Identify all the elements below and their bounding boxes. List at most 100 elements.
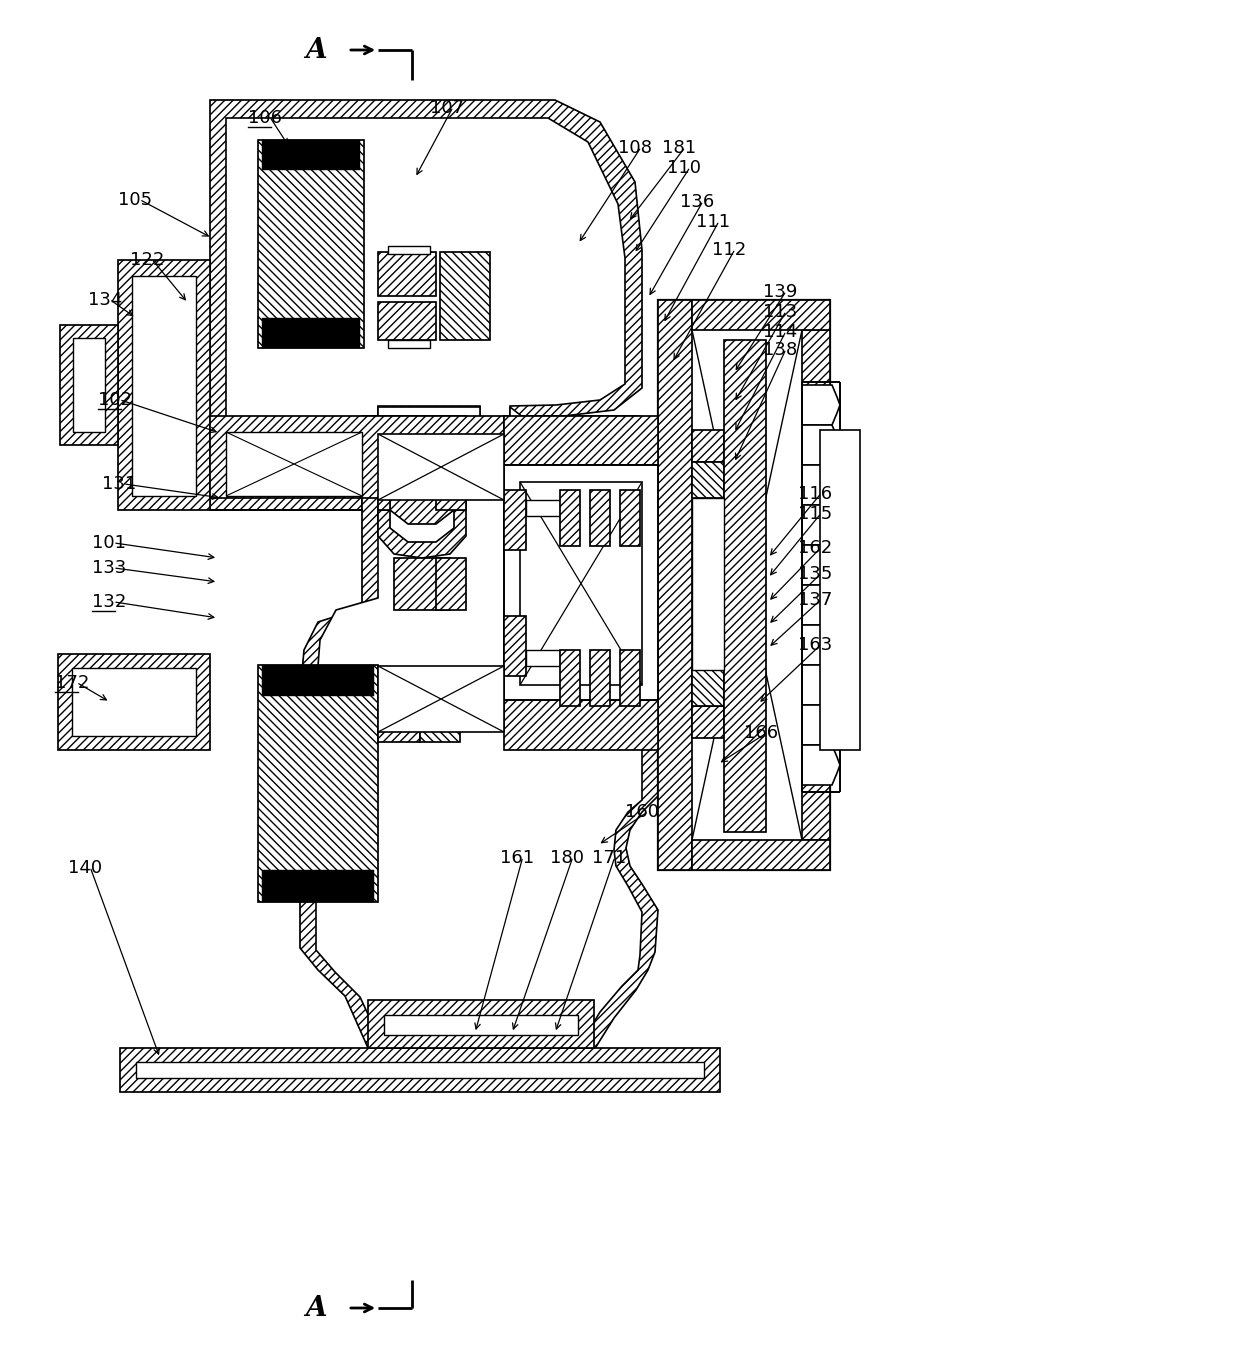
Text: 105: 105 [118, 190, 153, 209]
Polygon shape [368, 1000, 594, 1048]
Text: 138: 138 [763, 340, 797, 359]
Polygon shape [802, 505, 839, 544]
Text: 136: 136 [680, 193, 714, 211]
Polygon shape [378, 434, 503, 500]
Text: 101: 101 [92, 534, 126, 553]
Text: 122: 122 [130, 251, 165, 269]
Polygon shape [802, 585, 839, 626]
Polygon shape [692, 670, 724, 707]
Text: A: A [305, 36, 327, 63]
Polygon shape [503, 616, 526, 676]
Polygon shape [378, 666, 503, 732]
Polygon shape [620, 650, 640, 707]
Polygon shape [210, 100, 642, 509]
Polygon shape [802, 426, 839, 465]
Polygon shape [136, 1062, 704, 1078]
Polygon shape [378, 253, 436, 296]
Polygon shape [692, 499, 724, 670]
Polygon shape [526, 650, 560, 666]
Polygon shape [658, 300, 830, 870]
Polygon shape [503, 490, 526, 550]
Polygon shape [120, 1048, 720, 1092]
Polygon shape [692, 840, 830, 870]
Text: 180: 180 [551, 848, 584, 867]
Text: 108: 108 [618, 139, 652, 157]
Text: 111: 111 [696, 213, 730, 231]
Text: 139: 139 [763, 282, 797, 301]
Polygon shape [262, 665, 374, 696]
Polygon shape [262, 141, 360, 170]
Polygon shape [436, 459, 466, 509]
Polygon shape [658, 300, 692, 870]
Text: 114: 114 [763, 323, 797, 340]
Polygon shape [262, 317, 360, 349]
Polygon shape [560, 650, 580, 707]
Text: 110: 110 [667, 159, 701, 177]
Polygon shape [226, 407, 642, 1052]
Polygon shape [384, 1015, 578, 1035]
Polygon shape [802, 465, 839, 505]
Polygon shape [226, 118, 625, 496]
Polygon shape [73, 338, 105, 432]
Polygon shape [724, 340, 766, 832]
Polygon shape [72, 667, 196, 736]
Polygon shape [58, 654, 210, 750]
Polygon shape [692, 462, 724, 499]
Polygon shape [590, 650, 610, 707]
Polygon shape [820, 430, 861, 750]
Polygon shape [802, 665, 839, 705]
Text: 166: 166 [744, 724, 779, 742]
Text: 102: 102 [98, 390, 133, 409]
Polygon shape [258, 141, 365, 349]
Polygon shape [436, 558, 466, 611]
Text: 171: 171 [591, 848, 626, 867]
Text: 172: 172 [55, 674, 89, 692]
Polygon shape [802, 544, 839, 585]
Text: 160: 160 [625, 802, 658, 821]
Polygon shape [210, 416, 658, 1065]
Text: 135: 135 [799, 565, 832, 584]
Polygon shape [526, 500, 560, 516]
Polygon shape [802, 744, 839, 785]
Polygon shape [378, 303, 436, 340]
Polygon shape [378, 694, 420, 742]
Polygon shape [226, 432, 362, 496]
Polygon shape [692, 430, 724, 462]
Text: 162: 162 [799, 539, 832, 557]
Text: 134: 134 [88, 290, 123, 309]
Polygon shape [388, 340, 430, 349]
Text: 181: 181 [662, 139, 696, 157]
Polygon shape [394, 558, 450, 611]
Text: 112: 112 [712, 240, 746, 259]
Text: 132: 132 [92, 593, 126, 611]
Polygon shape [692, 707, 724, 738]
Text: 115: 115 [799, 505, 832, 523]
Polygon shape [503, 465, 658, 700]
Polygon shape [503, 416, 658, 465]
Polygon shape [420, 694, 460, 742]
Text: 106: 106 [248, 109, 281, 127]
Polygon shape [131, 276, 196, 496]
Polygon shape [503, 700, 658, 750]
Polygon shape [440, 253, 490, 340]
Text: 140: 140 [68, 859, 102, 877]
Polygon shape [378, 509, 466, 558]
Polygon shape [262, 870, 374, 902]
Text: 163: 163 [799, 636, 832, 654]
Polygon shape [802, 330, 830, 840]
Text: 107: 107 [430, 99, 464, 118]
Polygon shape [802, 385, 839, 426]
Text: 161: 161 [500, 848, 534, 867]
Text: 131: 131 [102, 476, 136, 493]
Polygon shape [60, 326, 118, 444]
Polygon shape [802, 705, 839, 744]
Polygon shape [560, 490, 580, 546]
Polygon shape [118, 259, 210, 509]
Polygon shape [590, 490, 610, 546]
Text: 116: 116 [799, 485, 832, 503]
Polygon shape [362, 416, 466, 524]
Polygon shape [258, 665, 378, 902]
Polygon shape [692, 300, 830, 330]
Polygon shape [388, 246, 430, 254]
Polygon shape [520, 482, 642, 685]
